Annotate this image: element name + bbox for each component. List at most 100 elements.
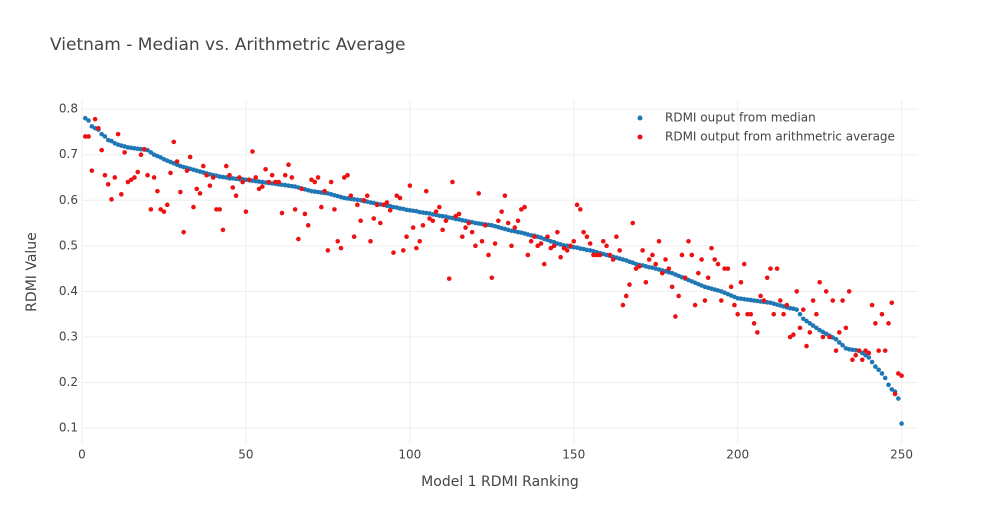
point xyxy=(207,183,213,188)
point xyxy=(128,177,134,183)
point xyxy=(827,334,832,340)
point xyxy=(712,257,718,262)
point xyxy=(512,225,518,230)
point xyxy=(328,179,334,185)
point xyxy=(302,211,308,217)
x-tick-label: 50 xyxy=(238,448,253,462)
point xyxy=(371,216,377,221)
point xyxy=(322,188,327,194)
point xyxy=(617,248,622,253)
point xyxy=(437,204,442,210)
point xyxy=(820,334,826,340)
point xyxy=(125,179,131,185)
x-tick-label: 200 xyxy=(726,448,749,462)
point xyxy=(374,202,380,208)
point xyxy=(610,257,616,262)
point xyxy=(604,243,609,249)
point xyxy=(548,245,554,251)
point xyxy=(584,234,590,240)
point xyxy=(800,316,806,322)
chart-title: Vietnam - Median vs. Arithmetric Average xyxy=(50,35,406,55)
point xyxy=(450,179,455,185)
point xyxy=(325,248,331,253)
point xyxy=(837,330,842,335)
point xyxy=(381,202,386,208)
point xyxy=(627,282,632,287)
y-tick-label: 0.6 xyxy=(59,193,78,207)
point xyxy=(791,332,796,338)
point xyxy=(332,207,337,212)
point xyxy=(532,234,537,240)
point xyxy=(709,245,714,251)
point xyxy=(833,336,839,342)
point xyxy=(312,179,318,185)
point xyxy=(558,254,563,260)
point xyxy=(174,159,180,164)
point xyxy=(571,238,577,244)
point xyxy=(718,298,724,303)
point xyxy=(830,298,836,303)
point xyxy=(368,238,373,244)
point xyxy=(600,238,606,244)
point xyxy=(800,307,806,312)
point xyxy=(276,179,282,185)
point xyxy=(682,275,688,281)
point xyxy=(260,184,265,189)
point xyxy=(305,223,311,228)
point xyxy=(397,195,403,201)
point xyxy=(99,131,104,137)
legend-label[interactable]: RDMI output from arithmetric average xyxy=(665,130,895,144)
point xyxy=(889,387,895,392)
point xyxy=(787,334,793,340)
point xyxy=(735,311,740,317)
point xyxy=(473,243,478,249)
legend-label[interactable]: RDMI ouput from median xyxy=(665,111,816,125)
point xyxy=(279,210,285,216)
point xyxy=(755,330,760,335)
series-points xyxy=(82,115,904,426)
point xyxy=(633,266,639,271)
point xyxy=(355,202,360,208)
point xyxy=(479,238,485,244)
point xyxy=(545,234,550,240)
point xyxy=(256,186,262,192)
point xyxy=(86,118,91,123)
point xyxy=(82,115,88,121)
point xyxy=(574,202,580,208)
point xyxy=(423,188,429,194)
point xyxy=(263,166,268,172)
point xyxy=(814,311,819,317)
point xyxy=(528,238,534,244)
point xyxy=(161,209,167,214)
point xyxy=(525,252,531,258)
point xyxy=(194,186,200,192)
point xyxy=(751,321,757,326)
point xyxy=(184,168,190,173)
point xyxy=(676,293,681,299)
point xyxy=(597,252,603,258)
point xyxy=(99,147,104,153)
point xyxy=(253,175,259,180)
point xyxy=(653,261,659,267)
point xyxy=(581,229,586,235)
point xyxy=(227,176,232,181)
point xyxy=(433,209,439,214)
point xyxy=(587,241,593,246)
point xyxy=(384,200,390,205)
point xyxy=(886,321,891,326)
point xyxy=(859,357,865,363)
point xyxy=(378,220,383,226)
point xyxy=(394,193,400,199)
point xyxy=(273,179,278,185)
point xyxy=(637,264,642,269)
point xyxy=(482,223,488,228)
point xyxy=(856,348,862,353)
point xyxy=(463,225,468,230)
point xyxy=(427,216,432,221)
point xyxy=(797,325,803,331)
point xyxy=(109,197,114,202)
point xyxy=(102,172,108,178)
point xyxy=(96,125,101,131)
y-tick-label: 0.2 xyxy=(59,375,78,389)
